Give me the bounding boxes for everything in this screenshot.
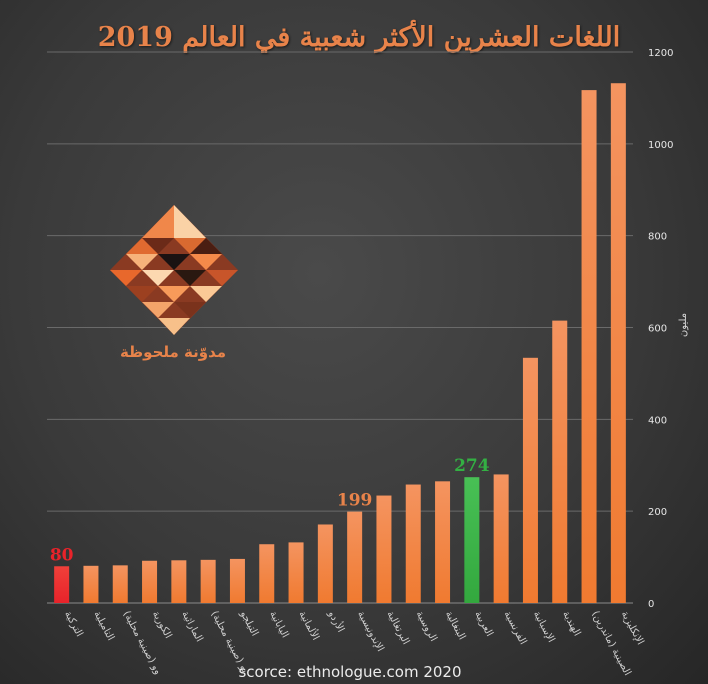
bar-19 — [610, 83, 626, 604]
bar-16 — [522, 357, 538, 603]
x-tick-label: الروسية — [414, 609, 439, 643]
x-tick-label: الهندية — [560, 609, 582, 638]
x-tick-label: العربية — [472, 609, 495, 638]
chart-title: اللغات العشرين الأكثر شعبية في العالم 20… — [97, 22, 621, 53]
bar-4 — [171, 560, 187, 603]
y-tick-label: 1200 — [648, 48, 673, 59]
y-tick-label: 400 — [648, 415, 667, 426]
x-tick-label: الألمانية — [296, 608, 322, 642]
x-tick-label: الكورية — [150, 609, 174, 640]
y-tick-label: 800 — [648, 232, 667, 243]
bar-13 — [435, 481, 451, 603]
bar-5 — [200, 559, 216, 603]
bar-8 — [288, 542, 304, 603]
x-tick-label: الإسبانية — [531, 609, 557, 644]
bar-14 — [464, 477, 480, 603]
data-label: 274 — [454, 456, 490, 476]
y-tick-label: 1000 — [648, 140, 673, 151]
y-axis-label: مليون — [678, 312, 689, 338]
bar-2 — [112, 565, 128, 603]
bar-0 — [54, 566, 70, 603]
x-tick-label: الأردو — [325, 607, 348, 634]
bar-15 — [493, 474, 509, 603]
x-tick-label: التاميلية — [91, 609, 116, 642]
blog-name: مدوّنة ملحوظة — [119, 343, 227, 361]
x-tick-label: اليابانية — [267, 609, 290, 640]
bar-18 — [581, 90, 597, 603]
bar-1 — [83, 565, 99, 603]
y-tick-label: 0 — [648, 599, 654, 610]
blog-logo-icon — [110, 205, 238, 335]
bar-10 — [347, 511, 363, 603]
y-tick-label: 600 — [648, 324, 667, 335]
source-note: scorce: ethnologue.com 2020 — [238, 663, 462, 681]
bar-9 — [317, 524, 333, 603]
x-tick-label: الإندونيسية — [355, 609, 386, 653]
bar-12 — [405, 484, 421, 603]
x-tick-label: التركية — [62, 609, 85, 638]
y-tick-label: 200 — [648, 507, 667, 518]
x-tick-label: البرتغالية — [384, 609, 411, 646]
data-label: 199 — [337, 491, 373, 511]
data-label: 80 — [50, 545, 74, 565]
x-tick-label: التيلجو — [237, 608, 260, 638]
bar-7 — [259, 544, 275, 603]
bar-11 — [376, 495, 392, 603]
bar-6 — [229, 558, 245, 603]
x-tick-label: الفرنسية — [502, 609, 529, 646]
x-tick-label: الماراثية — [179, 609, 204, 644]
x-tick-label: الإنكليزية — [619, 609, 646, 647]
bar-3 — [142, 560, 158, 603]
x-tick-label: البنغالية — [443, 609, 467, 642]
bar-17 — [552, 320, 568, 603]
